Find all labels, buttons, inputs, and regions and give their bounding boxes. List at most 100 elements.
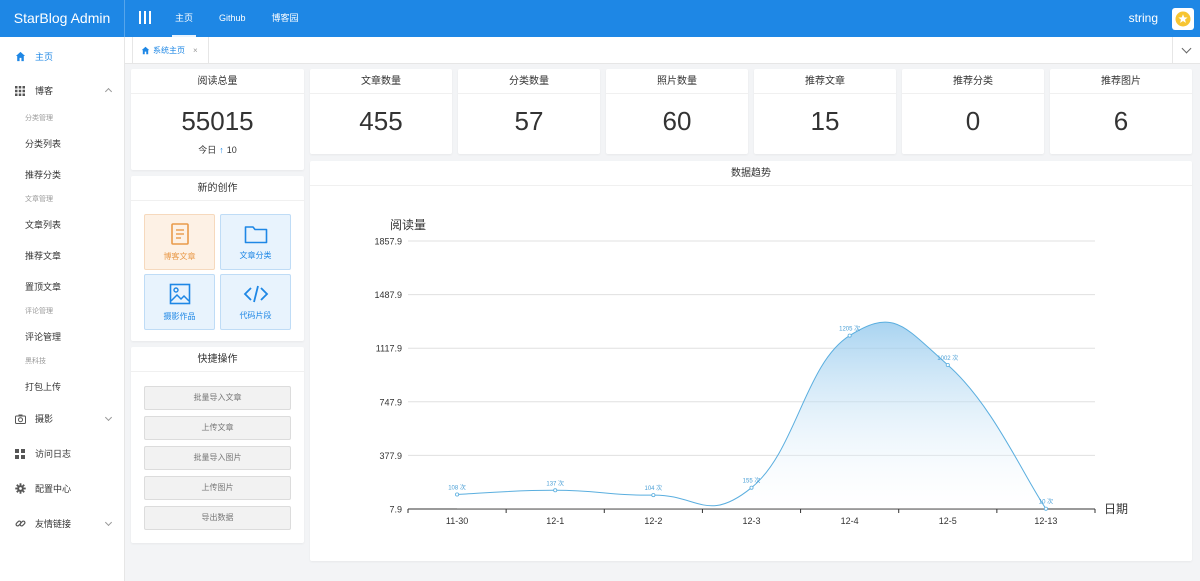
stat-value: 57 xyxy=(514,106,544,136)
create-article-category-button[interactable]: 文章分类 xyxy=(220,214,291,270)
top-header: StarBlog Admin 主页 Github 博客园 string xyxy=(0,0,1200,37)
top-nav: 主页 Github 博客园 xyxy=(166,0,316,37)
today-value: 10 xyxy=(226,145,237,155)
y-axis-label: 阅读量 xyxy=(390,218,426,232)
tab-home[interactable]: 系统主页 × xyxy=(132,37,209,64)
chevron-down-icon xyxy=(104,413,113,422)
upload-article-button[interactable]: 上传文章 xyxy=(144,416,291,440)
batch-import-articles-button[interactable]: 批量导入文章 xyxy=(144,386,291,410)
sidebar-item-links[interactable]: 友情链接 xyxy=(0,506,125,541)
data-point xyxy=(553,488,558,493)
export-data-button[interactable]: 导出数据 xyxy=(144,506,291,530)
stat-card-featured-articles: 推荐文章 15 xyxy=(754,69,896,154)
upload-image-button[interactable]: 上传图片 xyxy=(144,476,291,500)
x-tick-label: 12-2 xyxy=(644,516,662,526)
sidebar-item-featured-category[interactable]: 推荐分类 xyxy=(25,170,62,180)
series-area xyxy=(457,322,1046,509)
data-point xyxy=(651,493,656,498)
tab-bar: 系统主页 × xyxy=(125,37,1200,64)
y-tick-label: 377.9 xyxy=(379,451,402,461)
card-title: 新的创作 xyxy=(131,176,304,201)
apps-icon xyxy=(14,448,26,460)
arrow-up-icon: ↑ xyxy=(219,145,224,155)
stat-value: 6 xyxy=(1113,106,1129,136)
today-label: 今日 xyxy=(198,145,217,155)
tab-label: 系统主页 xyxy=(153,46,185,55)
trend-chart: 7.9 377.9 747.9 1117.9 1487.9 1857.9 11-30 12-1… xyxy=(374,218,1128,526)
sidebar-group-category: 分类管理 xyxy=(25,115,53,122)
camera-icon xyxy=(14,413,26,425)
create-code-snippet-button[interactable]: 代码片段 xyxy=(220,274,291,330)
sidebar-item-featured-article[interactable]: 推荐文章 xyxy=(25,251,62,261)
stat-value: 55015 xyxy=(181,106,254,136)
stat-card-categories: 分类数量 57 xyxy=(458,69,600,154)
menu-toggle-icon[interactable] xyxy=(138,11,152,25)
stat-card-featured-categories: 推荐分类 0 xyxy=(902,69,1044,154)
data-label: 108 次 xyxy=(448,483,466,491)
create-blog-post-button[interactable]: 博客文章 xyxy=(144,214,215,270)
y-tick-label: 1487.9 xyxy=(374,290,402,300)
card-title: 数据趋势 xyxy=(310,161,1192,186)
card-title: 照片数量 xyxy=(606,69,748,94)
sidebar-item-photo[interactable]: 摄影 xyxy=(0,401,125,436)
star-icon xyxy=(1175,11,1191,27)
data-label: 1205 次 xyxy=(839,325,860,333)
sidebar-item-category-list[interactable]: 分类列表 xyxy=(25,139,62,149)
quick-actions-panel: 快捷操作 批量导入文章 上传文章 批量导入图片 上传图片 导出数据 xyxy=(131,347,304,543)
home-icon xyxy=(141,46,150,55)
sidebar-item-pack-upload[interactable]: 打包上传 xyxy=(25,382,62,392)
x-tick-label: 12-13 xyxy=(1034,516,1057,526)
sidebar-item-pinned-article[interactable]: 置顶文章 xyxy=(25,282,62,292)
avatar[interactable] xyxy=(1172,8,1194,30)
tile-label: 博客文章 xyxy=(163,251,196,261)
sidebar-item-access-log[interactable]: 访问日志 xyxy=(0,436,125,471)
x-tick-label: 12-5 xyxy=(939,516,957,526)
sidebar: 主页 博客 分类管理 分类列表 推荐分类 文章管理 文章列表 推荐文章 置顶文章… xyxy=(0,37,125,581)
card-title: 分类数量 xyxy=(458,69,600,94)
card-title: 推荐文章 xyxy=(754,69,896,94)
folder-icon xyxy=(244,225,267,243)
stat-card-articles: 文章数量 455 xyxy=(310,69,452,154)
sidebar-item-label: 配置中心 xyxy=(35,484,72,494)
stat-value: 60 xyxy=(662,106,692,136)
close-icon[interactable]: × xyxy=(193,46,198,55)
series-line xyxy=(457,321,1047,509)
tile-label: 代码片段 xyxy=(239,310,272,320)
sidebar-item-comment-management[interactable]: 评论管理 xyxy=(25,332,62,342)
data-point xyxy=(455,492,460,497)
sidebar-item-article-list[interactable]: 文章列表 xyxy=(25,220,62,230)
tab-dropdown-button[interactable] xyxy=(1172,37,1200,64)
sidebar-item-label: 友情链接 xyxy=(35,519,72,529)
trend-panel: 数据趋势 7.9 377.9 747.9 1117.9 1487.9 1857.9 11-3… xyxy=(310,161,1192,561)
data-label: 1002 次 xyxy=(937,354,958,362)
chevron-down-icon xyxy=(104,518,113,527)
card-title: 阅读总量 xyxy=(131,69,304,94)
stat-value: 0 xyxy=(965,106,981,136)
batch-import-images-button[interactable]: 批量导入图片 xyxy=(144,446,291,470)
chevron-up-icon xyxy=(104,87,113,96)
sidebar-item-label: 主页 xyxy=(35,52,54,62)
stat-card-reads: 阅读总量 55015 今日 ↑ 10 xyxy=(131,69,304,170)
sidebar-item-config[interactable]: 配置中心 xyxy=(0,471,125,506)
data-point xyxy=(945,362,950,367)
document-icon xyxy=(170,222,189,245)
y-tick-label: 1117.9 xyxy=(376,344,402,354)
x-tick-label: 12-1 xyxy=(546,516,564,526)
sidebar-group-article: 文章管理 xyxy=(25,196,53,203)
stat-card-featured-photos: 推荐图片 6 xyxy=(1050,69,1192,154)
grid-icon xyxy=(14,85,26,97)
data-label: 104 次 xyxy=(645,484,663,492)
x-tick-label: 11-30 xyxy=(446,516,468,526)
nav-github[interactable]: Github xyxy=(219,13,246,23)
create-photography-button[interactable]: 摄影作品 xyxy=(144,274,215,330)
data-label: 137 次 xyxy=(546,479,564,487)
create-panel: 新的创作 博客文章 文章分类 摄影作品 代码片段 xyxy=(131,176,304,341)
nav-cnblogs[interactable]: 博客园 xyxy=(271,13,299,23)
brand-title[interactable]: StarBlog Admin xyxy=(0,0,125,37)
sidebar-item-blog[interactable]: 博客 xyxy=(0,73,125,108)
username[interactable]: string xyxy=(1128,11,1158,25)
data-label: 10 次 xyxy=(1039,498,1053,506)
card-title: 文章数量 xyxy=(310,69,452,94)
sidebar-item-home[interactable]: 主页 xyxy=(0,39,125,74)
nav-home[interactable]: 主页 xyxy=(166,0,202,37)
